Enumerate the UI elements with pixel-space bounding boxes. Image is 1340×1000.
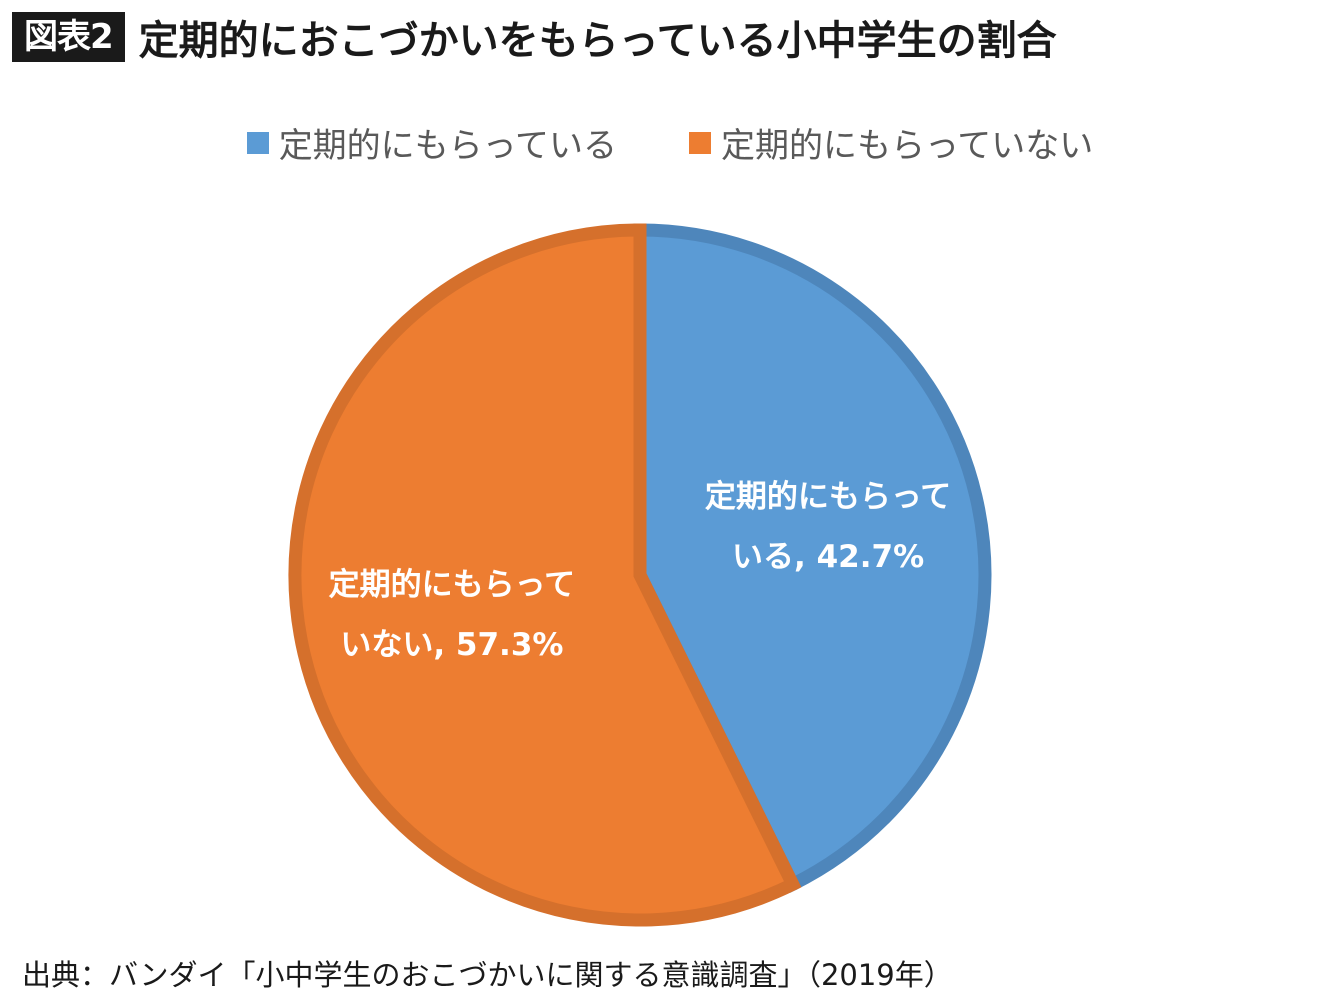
legend-item-not-receiving: 定期的にもらっていない [689,118,1093,167]
chart-legend: 定期的にもらっている 定期的にもらっていない [0,118,1340,167]
data-label-receiving-line1: 定期的にもらって [705,479,951,515]
figure-badge: 図表2 [12,12,125,62]
chart-header: 図表2 定期的におこづかいをもらっている小中学生の割合 [12,8,1057,66]
legend-label-not-receiving: 定期的にもらっていない [721,126,1094,166]
pie-slice-receiving [633,223,992,894]
source-note: 出典：バンダイ「小中学生のおこづかいに関する意識調査」（2019年） [22,958,953,992]
data-label-not-receiving-line2: いない, 57.3% [340,627,563,663]
chart-title: 定期的におこづかいをもらっている小中学生の割合 [138,18,1057,64]
legend-item-receiving: 定期的にもらっている [246,118,617,167]
legend-label-receiving: 定期的にもらっている [278,126,617,166]
legend-swatch-receiving [246,131,269,154]
data-label-receiving-line2: いる, 42.7% [732,539,924,575]
pie-slice-not-receiving [288,223,802,927]
data-label-not-receiving-line1: 定期的にもらって [329,567,575,603]
legend-swatch-not-receiving [689,131,711,154]
